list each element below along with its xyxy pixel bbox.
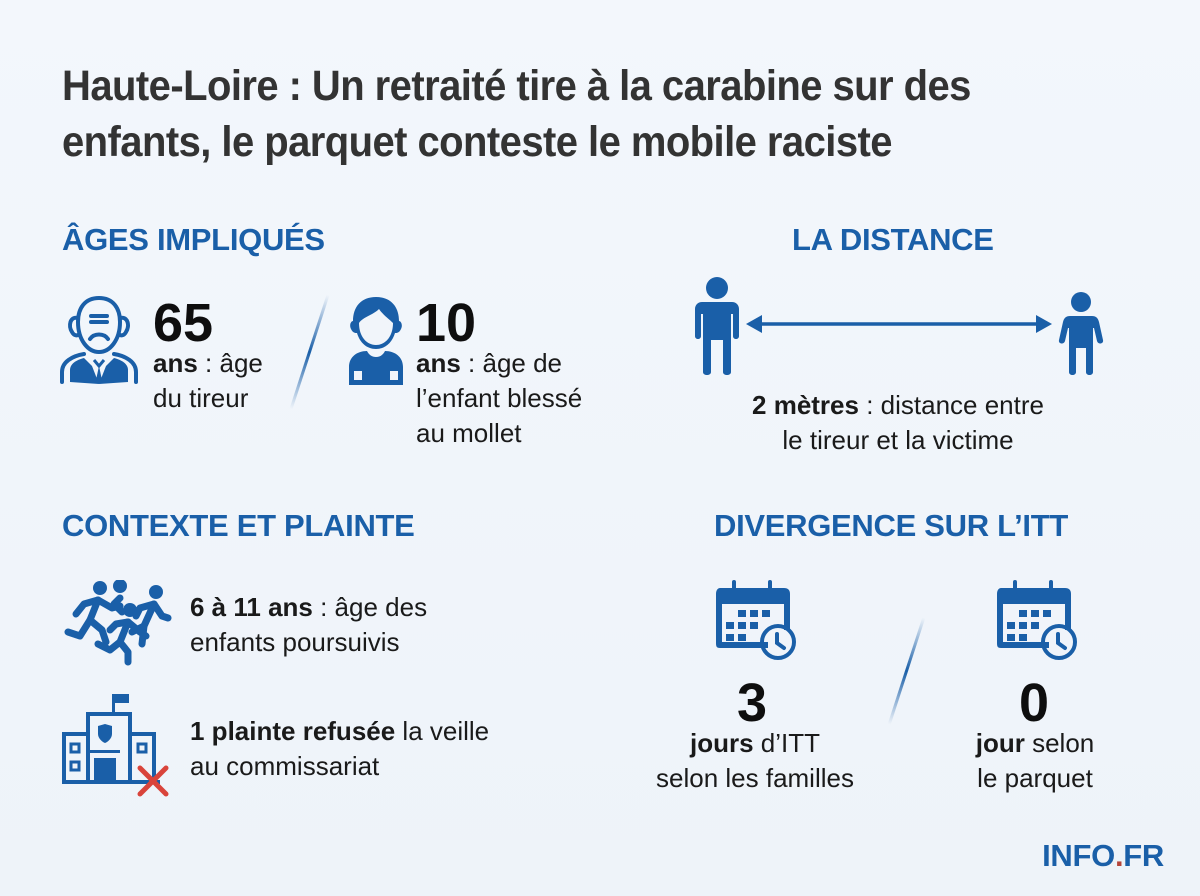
logo-part1: INFO — [1042, 838, 1115, 873]
shooter-desc-line2: du tireur — [153, 383, 249, 413]
running-children-icon — [64, 580, 172, 666]
child-desc-line2: l’enfant blessé — [416, 383, 583, 413]
context-heading: CONTEXTE ET PLAINTE — [62, 508, 415, 543]
calendar-clock-icon — [997, 580, 1077, 660]
separator-slash — [289, 294, 330, 410]
page-title: Haute-Loire : Un retraité tire à la cara… — [62, 62, 971, 166]
complaint-desc-line1: la veille — [395, 716, 490, 746]
brand-logo: INFO.FR — [1042, 838, 1164, 874]
adult-figure-icon — [695, 277, 739, 375]
separator-slash — [887, 617, 926, 725]
chased-children-description: 6 à 11 ans : âge des enfants poursuivis — [190, 590, 427, 660]
itt-families-desc-line1: d’ITT — [753, 728, 821, 758]
itt-families-number: 3 — [737, 673, 768, 733]
ages-heading: ÂGES IMPLIQUÉS — [62, 222, 325, 257]
complaint-description: 1 plainte refusée la veille au commissar… — [190, 714, 489, 784]
itt-families-unit: jours — [689, 728, 754, 758]
itt-prosecutor-description: jour selon le parquet — [940, 726, 1130, 796]
itt-heading: DIVERGENCE SUR L’ITT — [714, 508, 1068, 543]
child-figure-icon — [1058, 292, 1104, 375]
child-age-unit: ans — [416, 348, 461, 378]
complaint-value: 1 plainte refusée — [190, 716, 396, 746]
child-desc-line1: : âge de — [460, 348, 563, 378]
shooter-age-description: ans : âge du tireur — [153, 346, 263, 416]
complaint-desc-line2: au commissariat — [190, 751, 380, 781]
child-age-number: 10 — [416, 293, 477, 353]
shooter-age-unit: ans — [153, 348, 198, 378]
logo-part2: FR — [1123, 838, 1164, 873]
distance-desc-line1: : distance entre — [858, 390, 1044, 420]
chased-desc-line1: : âge des — [312, 592, 428, 622]
child-desc-line3: au mollet — [416, 418, 522, 448]
chased-desc-line2: enfants poursuivis — [190, 627, 400, 657]
itt-prosecutor-desc-line1: selon — [1024, 728, 1095, 758]
logo-dot: . — [1114, 838, 1124, 873]
itt-families-description: jours d’ITT selon les familles — [630, 726, 880, 796]
itt-prosecutor-unit: jour — [975, 728, 1025, 758]
distance-description: 2 mètres : distance entre le tireur et l… — [690, 388, 1106, 458]
itt-prosecutor-desc-line2: le parquet — [977, 763, 1093, 793]
shooter-age-number: 65 — [153, 293, 214, 353]
distance-desc-line2: le tireur et la victime — [782, 425, 1014, 455]
police-station-refused-icon — [62, 694, 169, 797]
chased-age-range: 6 à 11 ans — [190, 592, 313, 622]
distance-heading: LA DISTANCE — [792, 222, 994, 257]
child-icon — [349, 297, 403, 385]
shooter-desc-line1: : âge — [197, 348, 263, 378]
itt-prosecutor-number: 0 — [1019, 673, 1050, 733]
elderly-man-icon — [60, 296, 138, 384]
calendar-clock-icon — [716, 580, 796, 660]
child-age-description: ans : âge de l’enfant blessé au mollet — [416, 346, 582, 451]
double-arrow-icon — [746, 315, 1052, 333]
itt-families-desc-line2: selon les familles — [656, 763, 854, 793]
distance-value: 2 mètres — [752, 390, 859, 420]
